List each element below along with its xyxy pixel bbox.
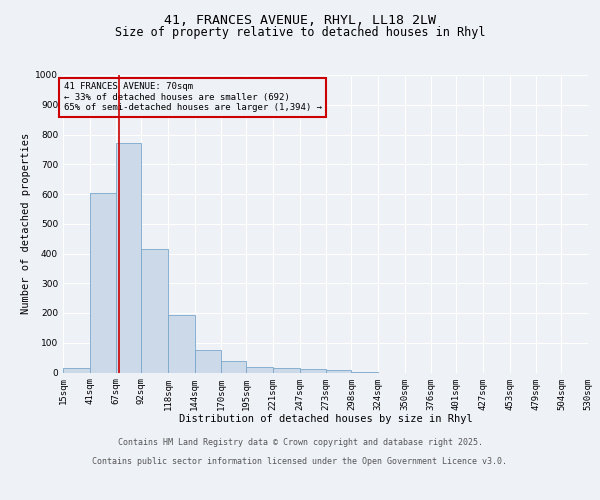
- Bar: [116, 144, 142, 372]
- Bar: [273, 368, 299, 372]
- X-axis label: Distribution of detached houses by size in Rhyl: Distribution of detached houses by size …: [179, 414, 472, 424]
- Text: 41, FRANCES AVENUE, RHYL, LL18 2LW: 41, FRANCES AVENUE, RHYL, LL18 2LW: [164, 14, 436, 26]
- Bar: [247, 367, 273, 372]
- Text: Contains public sector information licensed under the Open Government Licence v3: Contains public sector information licen…: [92, 456, 508, 466]
- Bar: [89, 192, 116, 372]
- Bar: [299, 368, 326, 372]
- Text: Size of property relative to detached houses in Rhyl: Size of property relative to detached ho…: [115, 26, 485, 39]
- Bar: [63, 368, 89, 372]
- Bar: [142, 249, 168, 372]
- Bar: [194, 350, 221, 372]
- Text: Contains HM Land Registry data © Crown copyright and database right 2025.: Contains HM Land Registry data © Crown c…: [118, 438, 482, 447]
- Bar: [221, 362, 247, 372]
- Text: 41 FRANCES AVENUE: 70sqm
← 33% of detached houses are smaller (692)
65% of semi-: 41 FRANCES AVENUE: 70sqm ← 33% of detach…: [64, 82, 322, 112]
- Bar: [326, 370, 352, 372]
- Bar: [168, 315, 194, 372]
- Y-axis label: Number of detached properties: Number of detached properties: [21, 133, 31, 314]
